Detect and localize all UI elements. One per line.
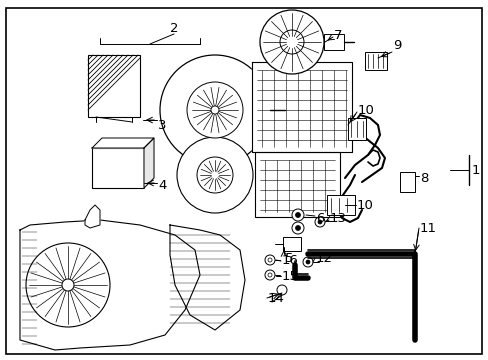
Text: 3: 3 bbox=[158, 118, 166, 131]
Bar bbox=[92, 148, 143, 188]
Bar bbox=[88, 55, 140, 117]
Bar bbox=[364, 52, 386, 70]
Circle shape bbox=[295, 212, 300, 217]
Text: 11: 11 bbox=[419, 221, 436, 234]
Bar bbox=[326, 195, 354, 215]
Circle shape bbox=[314, 217, 325, 227]
Circle shape bbox=[264, 270, 274, 280]
Polygon shape bbox=[170, 225, 244, 330]
Text: 8: 8 bbox=[419, 171, 427, 185]
Polygon shape bbox=[20, 220, 200, 350]
Text: 10: 10 bbox=[357, 104, 374, 117]
Text: 7: 7 bbox=[333, 28, 342, 41]
Text: 6: 6 bbox=[315, 212, 324, 225]
Text: 9: 9 bbox=[392, 39, 401, 51]
Circle shape bbox=[264, 255, 274, 265]
Text: 10: 10 bbox=[356, 198, 373, 212]
Circle shape bbox=[160, 55, 269, 165]
Circle shape bbox=[260, 10, 324, 74]
Bar bbox=[399, 172, 414, 192]
Circle shape bbox=[280, 30, 304, 54]
Polygon shape bbox=[143, 138, 154, 188]
Text: 1: 1 bbox=[471, 163, 480, 176]
Circle shape bbox=[197, 157, 232, 193]
Circle shape bbox=[317, 220, 321, 224]
Circle shape bbox=[267, 258, 271, 262]
Circle shape bbox=[291, 209, 304, 221]
Polygon shape bbox=[85, 205, 100, 228]
Circle shape bbox=[210, 106, 219, 114]
Bar bbox=[324, 34, 343, 50]
Circle shape bbox=[303, 257, 312, 267]
Circle shape bbox=[305, 260, 309, 264]
Circle shape bbox=[267, 273, 271, 277]
Text: 15: 15 bbox=[282, 270, 298, 283]
Circle shape bbox=[276, 285, 286, 295]
Text: 2: 2 bbox=[169, 22, 178, 35]
Text: 16: 16 bbox=[282, 255, 298, 267]
Circle shape bbox=[26, 243, 110, 327]
Bar bbox=[283, 237, 301, 251]
Polygon shape bbox=[92, 138, 154, 148]
Circle shape bbox=[291, 222, 304, 234]
Text: 12: 12 bbox=[315, 252, 332, 265]
Bar bbox=[347, 118, 365, 140]
Text: 4: 4 bbox=[158, 179, 166, 192]
Circle shape bbox=[62, 279, 74, 291]
Text: 5: 5 bbox=[285, 252, 293, 265]
Circle shape bbox=[177, 137, 252, 213]
Text: 13: 13 bbox=[329, 212, 346, 225]
Polygon shape bbox=[251, 62, 351, 152]
Circle shape bbox=[295, 225, 300, 230]
Text: 14: 14 bbox=[267, 292, 285, 305]
Bar bbox=[254, 152, 339, 217]
Circle shape bbox=[186, 82, 243, 138]
